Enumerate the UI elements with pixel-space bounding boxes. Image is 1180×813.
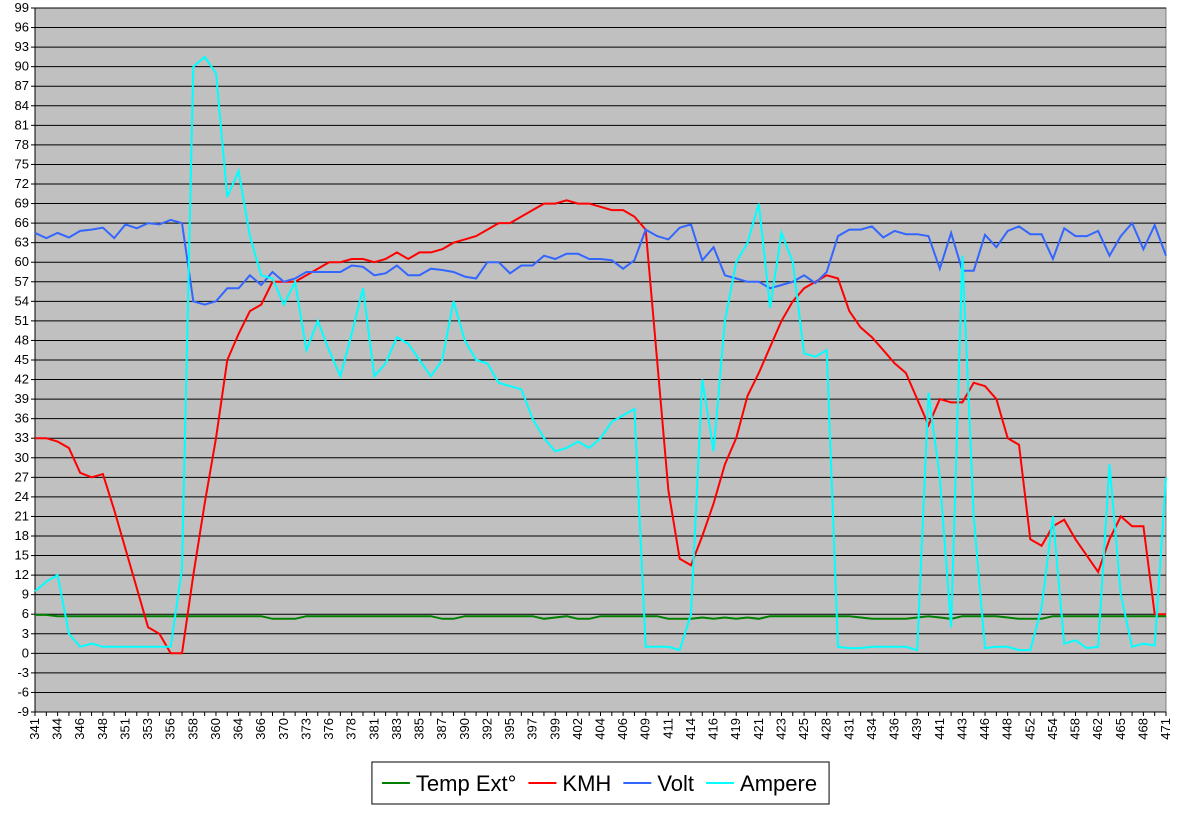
y-tick-label: 15 bbox=[15, 548, 29, 563]
x-tick-label: 454 bbox=[1045, 718, 1060, 740]
x-tick-label: 404 bbox=[593, 718, 608, 740]
x-tick-label: 341 bbox=[27, 718, 42, 740]
y-tick-label: 84 bbox=[15, 98, 29, 113]
y-tick-label: 72 bbox=[15, 176, 29, 191]
x-tick-label: 383 bbox=[389, 718, 404, 740]
y-tick-label: 96 bbox=[15, 20, 29, 35]
x-tick-label: 364 bbox=[231, 718, 246, 740]
x-tick-label: 353 bbox=[140, 718, 155, 740]
y-tick-label: 24 bbox=[15, 489, 29, 504]
x-tick-label: 392 bbox=[479, 718, 494, 740]
x-tick-label: 348 bbox=[95, 718, 110, 740]
series-line bbox=[34, 218, 1167, 306]
x-tick-label: 409 bbox=[638, 718, 653, 740]
x-tick-label: 390 bbox=[457, 718, 472, 740]
y-tick-label: 87 bbox=[15, 78, 29, 93]
x-tick-label: 446 bbox=[977, 718, 992, 740]
legend: Temp Ext° KMH Volt Ampere bbox=[371, 761, 830, 805]
x-tick-label: 366 bbox=[253, 718, 268, 740]
y-tick-label: 0 bbox=[22, 645, 29, 660]
x-tick-label: 452 bbox=[1022, 718, 1037, 740]
y-tick-label: 45 bbox=[15, 352, 29, 367]
y-tick-label: 93 bbox=[15, 39, 29, 54]
y-tick-label: 39 bbox=[15, 391, 29, 406]
x-tick-label: 378 bbox=[344, 718, 359, 740]
x-tick-label: 351 bbox=[117, 718, 132, 740]
x-tick-label: 360 bbox=[208, 718, 223, 740]
x-tick-label: 344 bbox=[50, 718, 65, 740]
y-tick-label: 66 bbox=[15, 215, 29, 230]
x-tick-label: 376 bbox=[321, 718, 336, 740]
x-tick-label: 436 bbox=[887, 718, 902, 740]
legend-box bbox=[371, 761, 830, 805]
y-tick-label: 6 bbox=[22, 606, 29, 621]
x-tick-label: 395 bbox=[502, 718, 517, 740]
y-tick-label: 42 bbox=[15, 372, 29, 387]
x-tick-label: 419 bbox=[728, 718, 743, 740]
x-tick-label: 468 bbox=[1135, 718, 1150, 740]
y-tick-label: 27 bbox=[15, 469, 29, 484]
x-tick-label: 373 bbox=[298, 718, 313, 740]
y-tick-label: -6 bbox=[17, 684, 29, 699]
series-line bbox=[35, 199, 1166, 655]
y-tick-label: 90 bbox=[15, 59, 29, 74]
x-tick-label: 448 bbox=[1000, 718, 1015, 740]
y-tick-label: 78 bbox=[15, 137, 29, 152]
x-tick-label: 458 bbox=[1068, 718, 1083, 740]
y-tick-label: 75 bbox=[15, 156, 29, 171]
y-tick-label: 51 bbox=[15, 313, 29, 328]
y-tick-label: 18 bbox=[15, 528, 29, 543]
y-tick-label: 9 bbox=[22, 587, 29, 602]
x-tick-label: 425 bbox=[796, 718, 811, 740]
x-tick-label: 381 bbox=[366, 718, 381, 740]
x-tick-label: 471 bbox=[1158, 718, 1173, 740]
x-tick-label: 421 bbox=[751, 718, 766, 740]
x-tick-label: 402 bbox=[570, 718, 585, 740]
x-tick-label: 411 bbox=[660, 718, 675, 739]
y-tick-label: 99 bbox=[15, 0, 29, 15]
y-tick-label: 63 bbox=[15, 235, 29, 250]
y-tick-label: 30 bbox=[15, 450, 29, 465]
x-tick-label: 414 bbox=[683, 718, 698, 740]
y-tick-label: 33 bbox=[15, 430, 29, 445]
x-tick-label: 406 bbox=[615, 718, 630, 740]
series-line bbox=[34, 55, 1167, 652]
x-tick-label: 431 bbox=[841, 718, 856, 740]
x-tick-label: 465 bbox=[1113, 718, 1128, 740]
y-tick-label: -3 bbox=[17, 665, 29, 680]
x-tick-label: 358 bbox=[185, 718, 200, 740]
y-tick-label: 54 bbox=[15, 293, 29, 308]
legend-label: Ampere bbox=[740, 771, 817, 796]
x-tick-label: 387 bbox=[434, 718, 449, 740]
x-tick-label: 399 bbox=[547, 718, 562, 740]
x-tick-label: 439 bbox=[909, 718, 924, 740]
y-tick-label: 21 bbox=[15, 508, 29, 523]
y-tick-label: 12 bbox=[15, 567, 29, 582]
y-tick-label: 60 bbox=[15, 254, 29, 269]
legend-label: Temp Ext° bbox=[416, 771, 517, 796]
x-tick-label: 462 bbox=[1090, 718, 1105, 740]
y-tick-label: -9 bbox=[17, 704, 29, 719]
x-tick-label: 423 bbox=[773, 718, 788, 740]
x-tick-label: 416 bbox=[706, 718, 721, 740]
x-tick-label: 443 bbox=[954, 718, 969, 740]
x-tick-label: 385 bbox=[412, 718, 427, 740]
x-tick-label: 370 bbox=[276, 718, 291, 740]
y-tick-label: 48 bbox=[15, 332, 29, 347]
y-tick-label: 3 bbox=[22, 626, 29, 641]
y-tick-label: 81 bbox=[15, 117, 29, 132]
series-line bbox=[35, 613, 1166, 620]
x-tick-label: 434 bbox=[864, 718, 879, 740]
x-tick-label: 346 bbox=[72, 718, 87, 740]
x-tick-label: 441 bbox=[932, 718, 947, 740]
x-tick-label: 356 bbox=[163, 718, 178, 740]
legend-label: Volt bbox=[657, 771, 694, 796]
legend-label: KMH bbox=[562, 771, 611, 796]
y-tick-label: 57 bbox=[15, 274, 29, 289]
x-tick-label: 428 bbox=[819, 718, 834, 740]
y-tick-label: 36 bbox=[15, 411, 29, 426]
y-tick-label: 69 bbox=[15, 196, 29, 211]
x-tick-label: 397 bbox=[525, 718, 540, 740]
